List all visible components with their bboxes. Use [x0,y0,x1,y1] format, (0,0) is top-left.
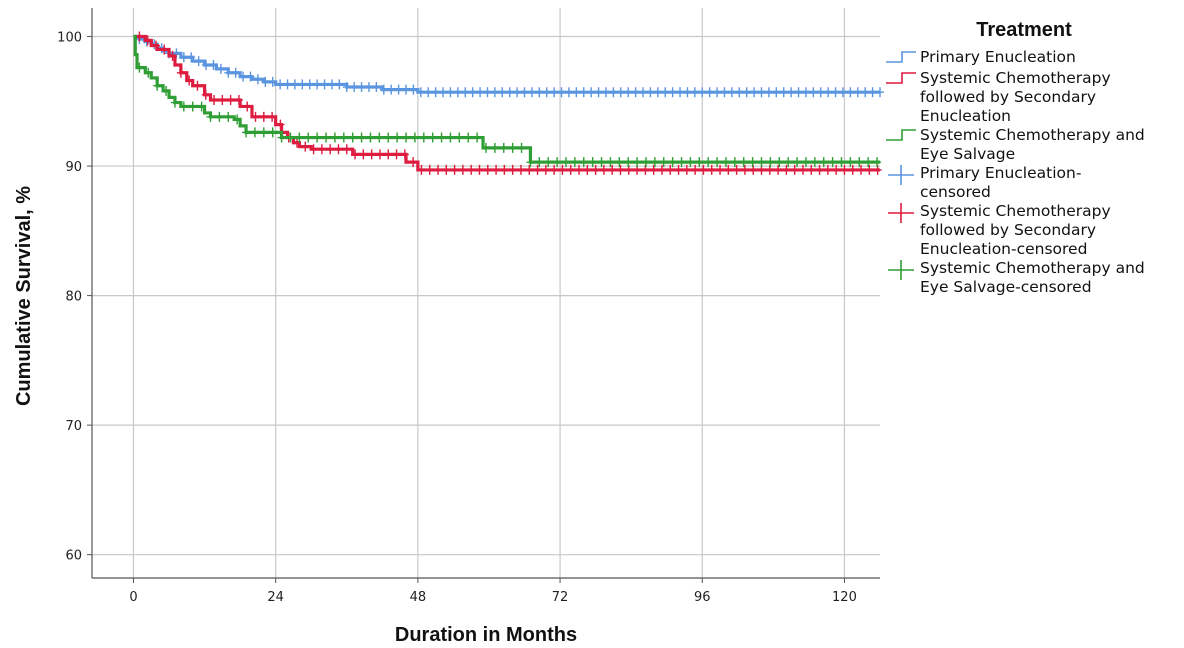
legend-censor-swatch [888,165,914,185]
censor-marks [135,34,884,98]
y-tick-label: 80 [65,290,82,305]
legend-step-swatch [886,51,916,63]
x-tick-label: 96 [694,590,711,605]
legend-entry-4: Primary Enucleation-censored [888,164,1081,201]
series-3 [133,34,882,168]
legend-title: Treatment [976,19,1072,41]
grid-lines [92,8,880,578]
legend-entry-1: Primary Enucleation [886,48,1076,66]
legend-label: Systemic Chemotherapy and [920,126,1145,144]
y-tick-label: 60 [65,549,82,564]
x-tick-label: 24 [267,590,284,605]
legend-label: followed by Secondary [920,221,1096,239]
legend-label: Systemic Chemotherapy [920,69,1111,87]
legend: Treatment Primary Enucleation Systemic Ch… [886,19,1145,296]
series-line [133,34,880,94]
legend-label: Primary Enucleation [920,48,1076,66]
x-tick-label: 0 [129,590,137,605]
series-line [133,34,880,164]
series-group [133,31,884,175]
legend-label: Systemic Chemotherapy [920,202,1111,220]
axes [87,8,880,583]
tick-labels: 0 24 48 72 96 120 60 70 80 90 100 [57,31,857,606]
x-axis-title: Duration in Months [395,624,577,646]
y-tick-label: 90 [65,160,82,175]
x-tick-label: 48 [410,590,427,605]
legend-step-swatch [886,72,916,84]
censor-marks [135,62,882,168]
y-tick-label: 70 [65,419,82,434]
x-tick-label: 120 [832,590,857,605]
legend-step-swatch [886,129,916,141]
legend-label: Eye Salvage [920,145,1015,163]
y-axis-title: Cumulative Survival, % [13,186,35,406]
legend-censor-swatch [888,203,914,223]
legend-label: followed by Secondary [920,88,1096,106]
legend-label: Systemic Chemotherapy and [920,259,1145,277]
legend-label: Enucleation-censored [920,240,1087,258]
legend-label: Eye Salvage-censored [920,278,1092,296]
legend-censor-swatch [888,260,914,280]
series-2 [133,31,882,175]
legend-label: censored [920,183,991,201]
x-tick-label: 72 [552,590,569,605]
y-tick-label: 100 [57,31,82,46]
series-1 [133,34,884,98]
legend-label: Primary Enucleation- [920,164,1081,182]
legend-label: Enucleation [920,107,1011,125]
series-line [133,34,880,172]
censor-marks [135,31,882,175]
